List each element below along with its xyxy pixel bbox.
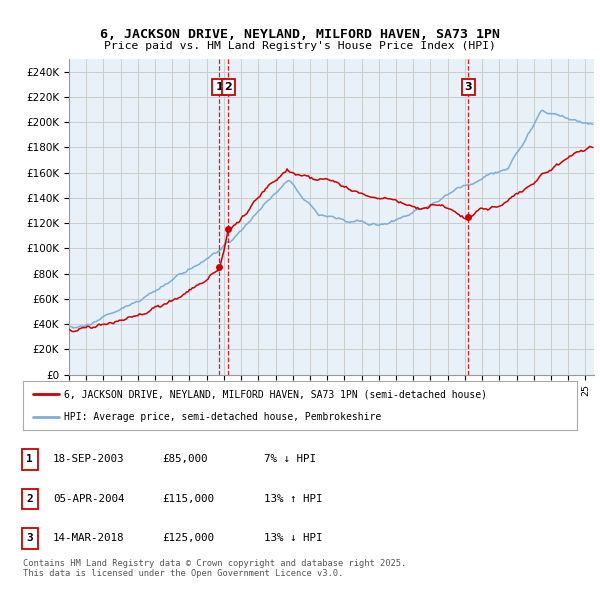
Text: 13% ↑ HPI: 13% ↑ HPI xyxy=(264,494,323,503)
Text: £115,000: £115,000 xyxy=(162,494,214,503)
Text: 2: 2 xyxy=(224,82,232,92)
Text: 1: 1 xyxy=(215,82,223,92)
Text: 18-SEP-2003: 18-SEP-2003 xyxy=(53,454,124,464)
Text: 3: 3 xyxy=(26,533,33,543)
Text: HPI: Average price, semi-detached house, Pembrokeshire: HPI: Average price, semi-detached house,… xyxy=(64,412,382,422)
Text: 3: 3 xyxy=(464,82,472,92)
Text: 6, JACKSON DRIVE, NEYLAND, MILFORD HAVEN, SA73 1PN (semi-detached house): 6, JACKSON DRIVE, NEYLAND, MILFORD HAVEN… xyxy=(64,389,487,399)
Text: £85,000: £85,000 xyxy=(162,454,208,464)
Text: 14-MAR-2018: 14-MAR-2018 xyxy=(53,533,124,543)
Text: 2: 2 xyxy=(26,494,33,503)
Text: 1: 1 xyxy=(26,454,33,464)
Text: Price paid vs. HM Land Registry's House Price Index (HPI): Price paid vs. HM Land Registry's House … xyxy=(104,41,496,51)
Text: 6, JACKSON DRIVE, NEYLAND, MILFORD HAVEN, SA73 1PN: 6, JACKSON DRIVE, NEYLAND, MILFORD HAVEN… xyxy=(100,28,500,41)
Text: 05-APR-2004: 05-APR-2004 xyxy=(53,494,124,503)
Text: 7% ↓ HPI: 7% ↓ HPI xyxy=(264,454,316,464)
Text: 13% ↓ HPI: 13% ↓ HPI xyxy=(264,533,323,543)
Text: £125,000: £125,000 xyxy=(162,533,214,543)
Text: Contains HM Land Registry data © Crown copyright and database right 2025.
This d: Contains HM Land Registry data © Crown c… xyxy=(23,559,406,578)
